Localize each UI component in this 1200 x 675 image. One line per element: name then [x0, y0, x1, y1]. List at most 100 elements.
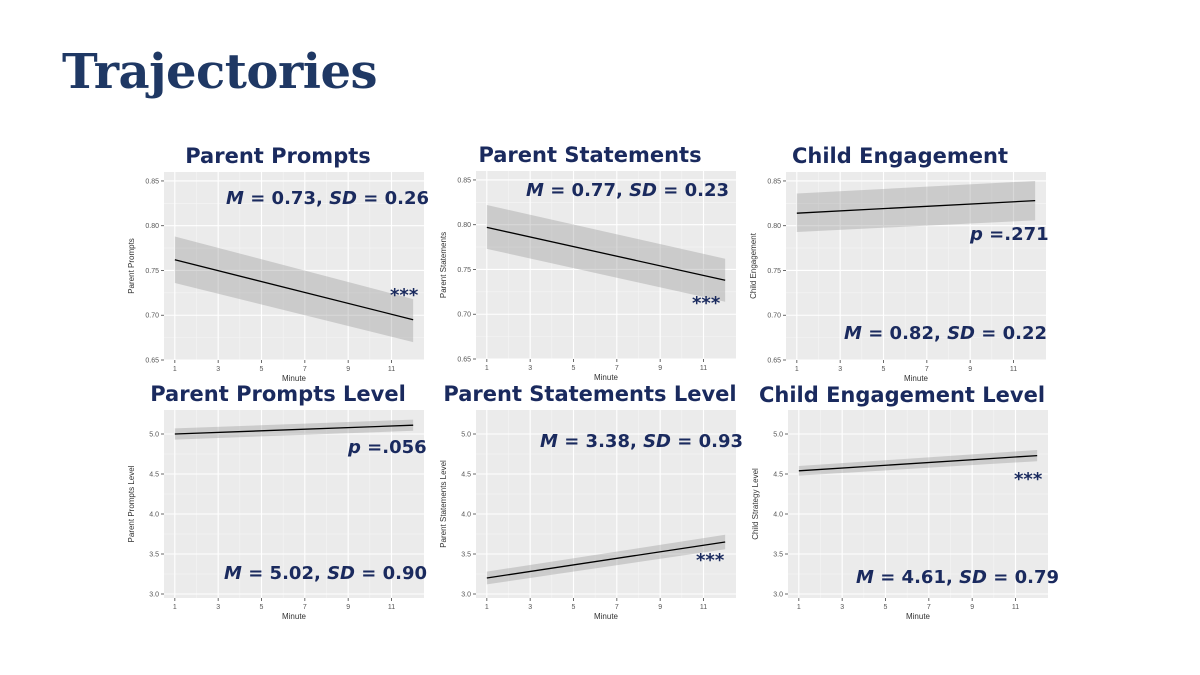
significance-stars: *** — [390, 285, 419, 306]
y-tick-label: 0.80 — [457, 222, 471, 229]
x-tick-label: 3 — [216, 366, 220, 373]
y-tick-label: 5.0 — [773, 432, 783, 439]
plot-background — [476, 410, 736, 598]
m-symbol: M — [844, 323, 862, 344]
x-tick-label: 3 — [216, 604, 220, 611]
y-tick-label: 0.65 — [145, 358, 159, 365]
sd-symbol: SD — [947, 323, 975, 344]
chart-title: Parent Prompts Level — [150, 382, 406, 406]
x-axis-title: Minute — [594, 612, 619, 621]
m-value: = 3.38, — [564, 431, 637, 452]
y-axis-title: Parent Prompts — [127, 238, 136, 294]
y-axis-title: Parent Statements Level — [439, 460, 448, 548]
plot-svg: 1 3 5 7 9 11 3.0 3.5 4.0 4.5 5.0 Minute Parent State… — [439, 410, 736, 621]
x-tick-label: 9 — [658, 604, 662, 611]
y-tick-label: 3.5 — [773, 552, 783, 559]
trend-line — [174, 424, 414, 435]
m-value: = 0.73, — [250, 188, 323, 209]
x-tick-label: 1 — [485, 365, 489, 372]
y-tick-label: 0.80 — [767, 223, 781, 230]
x-tick-label: 5 — [882, 366, 886, 373]
m-symbol: M — [224, 563, 242, 584]
x-tick-label: 11 — [1010, 366, 1017, 373]
sd-value: = 0.23 — [663, 180, 730, 201]
trend-line — [486, 226, 726, 281]
x-tick-label: 5 — [260, 604, 264, 611]
x-tick-label: 1 — [173, 366, 177, 373]
y-tick-label: 4.0 — [461, 512, 471, 519]
mean-sd-annotation: M = 5.02, SD = 0.90 — [224, 563, 427, 584]
x-tick-label: 5 — [572, 365, 576, 372]
p-value: =.056 — [367, 437, 427, 458]
mean-sd-annotation: M = 0.77, SD = 0.23 — [526, 180, 729, 201]
chart-title: Child Engagement Level — [758, 383, 1046, 407]
x-tick-label: 5 — [572, 604, 576, 611]
y-tick-label: 0.85 — [145, 178, 159, 185]
plot-background — [164, 410, 424, 598]
m-value: = 0.82, — [868, 323, 941, 344]
y-tick-label: 0.75 — [457, 267, 471, 274]
plot-svg: 1 3 5 7 9 11 0.65 0.70 0.75 0.80 0.85 Minute Parent … — [127, 172, 424, 383]
y-axis-title: Parent Statements — [439, 232, 448, 298]
chart-parent-prompts: Parent Prompts 1 3 5 7 9 11 0.65 0.70 0.75 0.80 0.… — [127, 142, 429, 383]
x-tick-label: 11 — [388, 366, 395, 373]
x-tick-label: 3 — [840, 604, 844, 611]
x-tick-label: 9 — [968, 366, 972, 373]
chart-child-engagement: Child Engagement 1 3 5 7 9 11 0.65 0.70 0.75 0.80… — [749, 142, 1050, 383]
x-tick-label: 1 — [173, 604, 177, 611]
p-value-annotation: p =.271 — [970, 224, 1049, 245]
m-symbol: M — [540, 431, 558, 452]
y-axis-title: Parent Prompts Level — [127, 465, 136, 542]
sd-value: = 0.90 — [361, 563, 428, 584]
x-tick-label: 1 — [797, 604, 801, 611]
trend-line — [174, 259, 414, 321]
x-tick-label: 3 — [838, 366, 842, 373]
y-tick-label: 0.75 — [767, 268, 781, 275]
page-title: Trajectories — [62, 44, 378, 100]
x-tick-label: 7 — [303, 366, 307, 373]
x-tick-label: 1 — [485, 604, 489, 611]
y-tick-label: 0.75 — [145, 268, 159, 275]
chart-title: Child Engagement — [792, 144, 1008, 168]
y-tick-label: 0.70 — [145, 313, 159, 320]
p-value-annotation: p =.056 — [348, 437, 427, 458]
m-value: = 5.02, — [248, 563, 321, 584]
y-tick-label: 3.0 — [773, 592, 783, 599]
sd-symbol: SD — [329, 188, 357, 209]
x-tick-label: 3 — [528, 365, 532, 372]
mean-sd-annotation: M = 4.61, SD = 0.79 — [856, 567, 1059, 588]
x-tick-label: 7 — [303, 604, 307, 611]
x-tick-label: 11 — [700, 365, 707, 372]
chart-parent-statements: Parent Statements 1 3 5 7 9 11 0.65 0.70 0.75 0.8… — [439, 141, 740, 382]
x-tick-label: 9 — [346, 604, 350, 611]
y-axis-title: Child Engagement — [749, 232, 758, 299]
x-axis-title: Minute — [282, 374, 307, 383]
y-tick-label: 3.5 — [149, 552, 159, 559]
y-tick-label: 5.0 — [461, 432, 471, 439]
sd-symbol: SD — [327, 563, 355, 584]
chart-parent-statements-level: Parent Statements Level 1 3 5 7 9 11 3.0 3.5 4.0… — [439, 380, 743, 621]
x-tick-label: 5 — [260, 366, 264, 373]
chart-title: Parent Statements Level — [443, 382, 737, 406]
plot-background — [788, 410, 1048, 598]
p-value: =.271 — [989, 224, 1049, 245]
y-tick-label: 4.0 — [149, 512, 159, 519]
trend-line — [486, 541, 726, 579]
p-symbol: p — [348, 437, 361, 458]
y-tick-label: 0.65 — [457, 357, 471, 364]
x-tick-label: 9 — [658, 365, 662, 372]
sd-value: = 0.93 — [677, 431, 744, 452]
x-axis-title: Minute — [904, 374, 929, 383]
mean-sd-annotation: M = 3.38, SD = 0.93 — [540, 431, 743, 452]
x-tick-label: 1 — [795, 366, 799, 373]
plot-svg: 1 3 5 7 9 11 3.0 3.5 4.0 4.5 5.0 Minute Child Strate… — [751, 410, 1048, 621]
sd-value: = 0.22 — [981, 323, 1048, 344]
mean-sd-annotation: M = 0.73, SD = 0.26 — [226, 188, 429, 209]
trend-line — [796, 199, 1036, 214]
significance-stars: *** — [696, 550, 725, 571]
y-tick-label: 0.70 — [767, 313, 781, 320]
y-axis-title: Child Strategy Level — [751, 468, 760, 540]
significance-stars: *** — [692, 293, 721, 314]
significance-stars: *** — [1014, 469, 1043, 490]
chart-title: Parent Prompts — [185, 144, 371, 168]
